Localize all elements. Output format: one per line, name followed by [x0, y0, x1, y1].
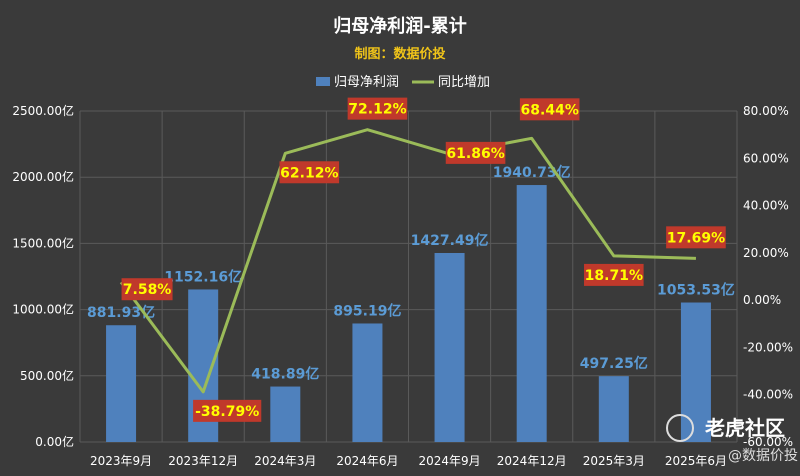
right-tick-label: -40.00% [743, 388, 793, 402]
growth-value-label: 7.58% [123, 282, 172, 298]
growth-label-box [584, 263, 644, 286]
growth-label-box [666, 226, 726, 249]
bars [106, 185, 711, 442]
bar-value-label: 418.89亿 [251, 366, 319, 383]
right-tick-label: 20.00% [743, 246, 789, 260]
right-tick-label: -20.00% [743, 340, 793, 354]
growth-label-box [279, 161, 340, 184]
growth-line [119, 128, 696, 394]
growth-value-label: 68.44% [521, 102, 579, 118]
bar [352, 323, 383, 442]
growth-line-path [119, 128, 696, 394]
bar [434, 253, 465, 442]
left-tick-label: 1500.00亿 [12, 235, 74, 250]
right-tick-label: 40.00% [743, 199, 789, 213]
x-tick-label: 2024年9月 [418, 454, 480, 468]
watermark-main: 老虎社区 [705, 416, 785, 440]
chart-subtitle: 制图：数据价投 [354, 46, 445, 62]
bar-value-label: 881.93亿 [87, 304, 155, 321]
growth-label-box [121, 278, 173, 301]
left-tick-label: 500.00亿 [20, 368, 74, 383]
growth-value-label: 62.12% [280, 165, 338, 181]
legend: 归母净利润 同比增加 [316, 75, 490, 90]
growth-value-label: 72.12% [348, 102, 406, 118]
bar [270, 386, 301, 442]
growth-value-labels: 7.58% -38.79% 62.12% 72.12% 61.86% 68.44% 18.7… [121, 97, 726, 422]
left-tick-label: 0.00亿 [35, 434, 74, 449]
x-tick-label: 2024年6月 [336, 454, 398, 468]
growth-label-box [193, 399, 262, 422]
grid [79, 110, 738, 443]
growth-value-label: 17.69% [667, 230, 725, 246]
right-tick-label: 60.00% [743, 151, 789, 165]
bar [516, 185, 547, 442]
legend-line-label: 同比增加 [438, 75, 490, 90]
growth-value-label: -38.79% [195, 404, 259, 420]
bar-value-label: 895.19亿 [333, 302, 401, 319]
tiger-logo-icon [666, 414, 694, 442]
growth-value-label: 61.86% [446, 146, 504, 162]
bar-value-labels: 881.93亿1152.16亿418.89亿895.19亿1427.49亿194… [87, 164, 735, 382]
bar-value-label: 1053.53亿 [657, 282, 735, 299]
x-axis-ticks: 2023年9月 2023年12月 2024年3月 2024年6月 2024年9月 2024… [90, 454, 727, 468]
left-tick-label: 1000.00亿 [12, 302, 74, 317]
bar [680, 302, 711, 442]
growth-value-label: 18.71% [585, 268, 643, 284]
watermark-sub: @数据价投 [728, 448, 798, 464]
bar [106, 325, 137, 442]
bar [598, 376, 629, 442]
right-tick-label: 0.00% [743, 293, 781, 307]
x-tick-label: 2023年12月 [168, 454, 238, 468]
bar-value-label: 497.25亿 [580, 355, 648, 372]
bar-value-label: 1427.49亿 [411, 232, 489, 249]
right-axis-ticks: -60.00% -40.00% -20.00% 0.00% 20.00% 40.00% 60… [743, 104, 793, 449]
left-tick-label: 2500.00亿 [12, 103, 74, 118]
chart-title: 归母净利润-累计 [333, 15, 466, 37]
x-tick-label: 2025年3月 [583, 454, 645, 468]
legend-bar-label: 归母净利润 [334, 75, 399, 90]
x-tick-label: 2024年3月 [254, 454, 316, 468]
growth-label-box [519, 98, 580, 121]
x-tick-label: 2024年12月 [497, 454, 567, 468]
x-tick-label: 2023年9月 [90, 454, 152, 468]
x-tick-label: 2025年6月 [665, 454, 727, 468]
right-tick-label: 80.00% [743, 104, 789, 118]
growth-label-box [347, 97, 408, 120]
left-tick-label: 2000.00亿 [12, 169, 74, 184]
watermark: 老虎社区 @数据价投 [666, 414, 798, 464]
right-tick-label: -60.00% [743, 435, 793, 449]
left-axis-ticks: 0.00亿 500.00亿 1000.00亿 1500.00亿 2000.00亿 2500… [12, 103, 74, 449]
legend-bar-swatch [316, 77, 330, 86]
growth-label-box [445, 141, 506, 164]
bar-value-label: 1152.16亿 [164, 268, 242, 285]
